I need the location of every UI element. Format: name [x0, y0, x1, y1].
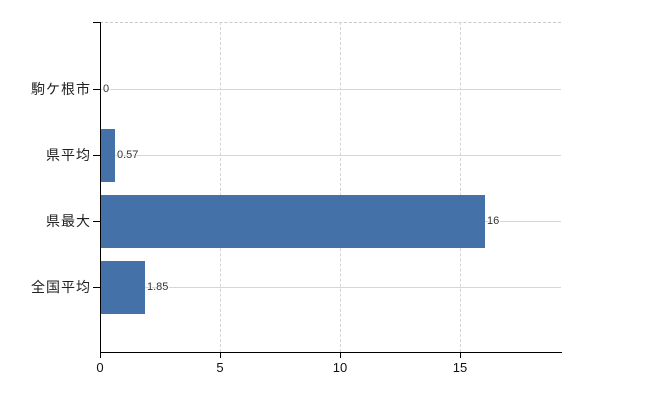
category-gridline	[100, 89, 561, 90]
x-axis-line	[100, 352, 562, 353]
x-tick-label: 0	[96, 360, 104, 375]
x-tick-label: 5	[216, 360, 224, 375]
x-tick-label: 10	[332, 360, 348, 375]
category-tick	[93, 221, 100, 222]
category-tick	[93, 287, 100, 288]
x-axis-tick	[220, 353, 221, 358]
x-gridline	[460, 22, 461, 352]
x-axis-tick	[340, 353, 341, 358]
x-axis-tick	[100, 353, 101, 358]
category-tick	[93, 155, 100, 156]
bar-value-label: 16	[487, 215, 500, 227]
category-label: 県平均	[46, 147, 91, 163]
category-label: 駒ケ根市	[31, 81, 91, 97]
category-label: 全国平均	[31, 279, 91, 295]
bar-value-label: 0	[103, 83, 110, 95]
bar-value-label: 0.57	[117, 149, 139, 161]
x-tick-label: 15	[452, 360, 468, 375]
bar	[101, 129, 115, 182]
y-axis-line	[100, 22, 101, 353]
bar	[101, 261, 145, 314]
category-gridline	[100, 287, 561, 288]
plot-top-border	[100, 22, 561, 23]
y-axis-end-tick	[93, 22, 100, 23]
category-label: 県最大	[46, 213, 91, 229]
x-gridline	[340, 22, 341, 352]
x-axis-tick	[460, 353, 461, 358]
bar	[101, 195, 485, 248]
x-gridline	[220, 22, 221, 352]
category-gridline	[100, 155, 561, 156]
category-tick	[93, 89, 100, 90]
bar-value-label: 1.85	[147, 281, 169, 293]
